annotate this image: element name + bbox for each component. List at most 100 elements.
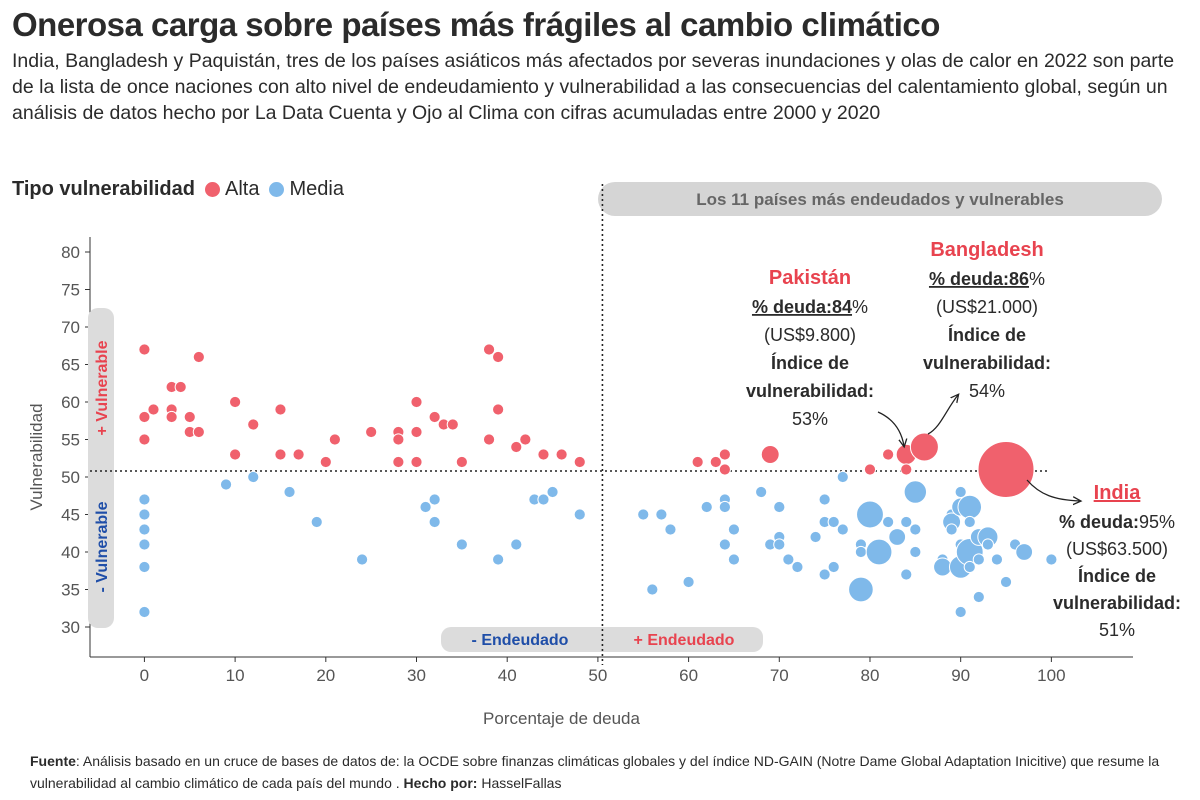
source-text: : Análisis basado en un cruce de bases d… [30,753,1160,791]
india-name: India [1094,482,1142,504]
label-mas-endeudado: + Endeudado [634,632,735,649]
point-media [999,575,1013,589]
y-tick-label: 55 [61,431,80,450]
india-arrow [1026,479,1080,501]
pakistan-debt-pct: % [852,297,868,317]
point-alta [138,410,151,424]
point-media [355,553,369,566]
y-tick-label: 50 [61,468,80,487]
bangladesh-index-l2: vulnerabilidad: [923,353,1051,373]
point-media [963,515,976,529]
point-media [903,480,928,504]
pakistan-amount: (US$9.800) [764,325,856,345]
point-media [836,523,849,536]
india-index-l1: Índice de [1078,565,1156,586]
point-alta [165,410,178,424]
point-alta [410,425,423,439]
source-note: Fuente: Análisis basado en un cruce de b… [30,750,1190,794]
point-alta [977,441,1035,498]
point-media [945,523,958,536]
point-media [1045,553,1058,566]
pakistan-index-value: 53% [792,409,828,429]
y-tick-label: 75 [61,281,80,300]
point-media [637,508,650,521]
point-media [219,478,233,491]
point-media [909,545,922,559]
point-alta [428,410,441,424]
point-alta [274,448,287,461]
point-alta [328,433,341,446]
point-media [818,568,831,581]
bangladesh-arrow [927,395,958,435]
label-menos-vulnerable: - Vulnerable [94,501,111,592]
vulnerability-side-bar [88,308,114,628]
point-media [990,553,1004,566]
point-alta [229,395,242,409]
point-media [909,523,922,536]
pakistan-name: Pakistán [769,267,851,289]
point-media [573,508,586,521]
point-alta [138,433,151,446]
point-media [981,538,994,551]
y-tick-label: 30 [61,618,80,637]
point-media [492,553,505,566]
point-media [138,493,151,506]
point-media [428,515,441,529]
point-media [138,538,151,551]
point-alta [718,463,731,476]
point-alta [519,433,532,446]
point-alta [555,448,568,461]
made-by: HasselFallas [477,775,562,791]
point-alta [482,433,496,446]
chart-title: Onerosa carga sobre países más frágiles … [12,6,940,43]
legend-item-alta: Alta [205,178,259,201]
point-media [827,560,840,574]
point-media [428,493,441,506]
y-tick-label: 60 [61,393,80,412]
legend-dot-media [269,181,285,197]
point-media [957,494,983,520]
bangladesh-debt-pct: % [1029,269,1045,289]
point-media [954,605,967,619]
y-tick-label: 40 [61,543,80,562]
point-media [827,515,840,529]
point-media [882,515,895,529]
y-tick-label: 35 [61,581,80,600]
point-media [310,515,323,529]
point-alta [138,343,151,356]
india-amount: (US$63.500) [1066,539,1168,559]
point-media [727,553,741,566]
point-media [138,605,151,619]
point-alta [174,380,187,394]
point-media [682,575,695,589]
legend-title: Tipo vulnerabilidad [12,177,195,200]
point-media [963,560,976,574]
x-tick-label: 40 [498,666,517,685]
point-alta [410,455,423,469]
bangladesh-debt-label: % deuda: [929,269,1009,289]
point-alta [863,463,877,476]
point-alta [365,425,378,439]
point-media [888,528,907,546]
point-alta [247,418,260,431]
pakistan-index-l1: Índice de [771,352,849,373]
point-alta [510,440,523,454]
y-axis-title: Vulnerabilidad [27,403,46,510]
point-media [655,508,668,521]
chart-subtitle: India, Bangladesh y Paquistán, tres de l… [12,50,1175,124]
y-tick-label: 80 [61,243,80,262]
point-alta [718,448,731,461]
point-alta [709,455,722,469]
legend-label-media: Media [289,177,344,200]
point-alta [319,455,332,469]
point-media [138,508,151,521]
point-media [510,538,523,551]
pakistan-debt-label: % deuda: [752,297,832,317]
point-media [773,500,786,514]
point-alta [392,433,405,446]
point-media [546,485,559,499]
point-media [138,560,151,574]
x-tick-label: 100 [1037,666,1065,685]
point-media [138,523,151,536]
point-media [854,545,868,559]
